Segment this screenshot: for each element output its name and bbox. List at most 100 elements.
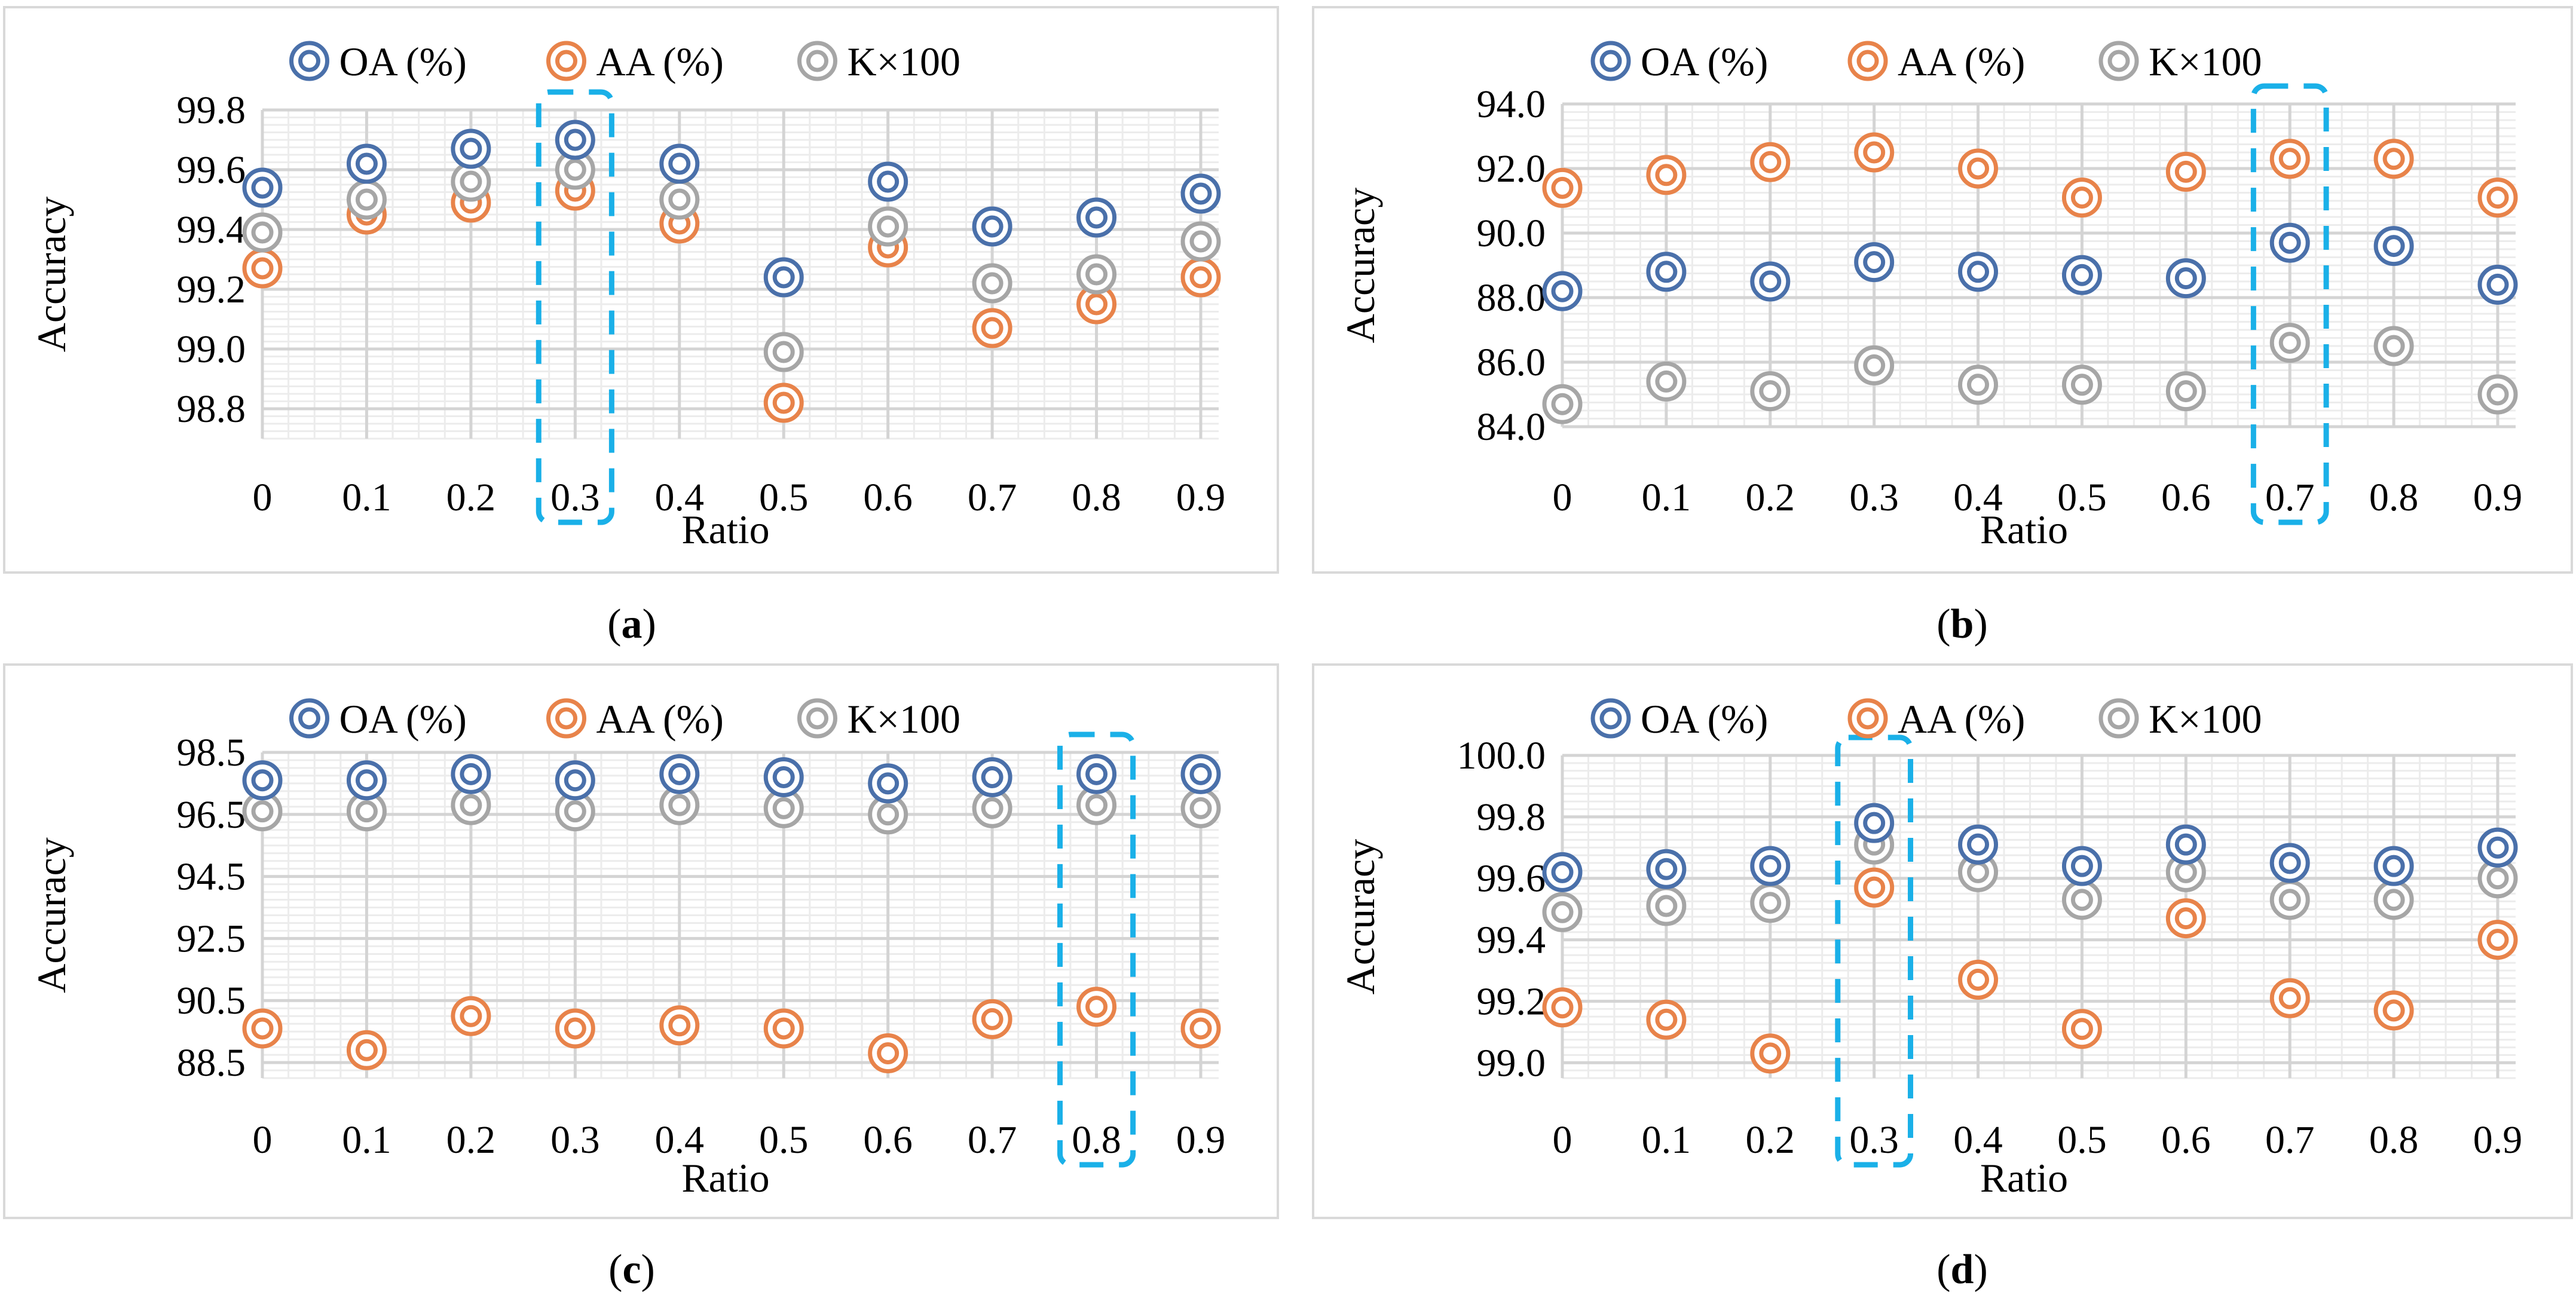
y-tick-label: 100.0 [1457, 734, 1546, 777]
point-oa [346, 760, 387, 801]
point-aa [1646, 999, 1687, 1040]
point-oa [1854, 242, 1895, 283]
x-tick-label: 0.3 [550, 476, 600, 519]
legend-marker-k [2098, 41, 2139, 81]
point-oa [1750, 846, 1791, 886]
x-tick-label: 0.5 [2057, 1118, 2107, 1162]
point-k [763, 332, 804, 372]
y-tick-label: 88.5 [177, 1041, 246, 1085]
legend-marker-k [797, 698, 837, 739]
point-k [1646, 361, 1687, 402]
legend-label-k: K×100 [2149, 696, 2262, 742]
series-oa [242, 120, 1221, 298]
legend: OA (%) AA (%) K×100 [1590, 39, 2262, 84]
x-tick-label: 0.6 [863, 476, 913, 519]
point-aa [2373, 990, 2414, 1031]
point-aa [242, 248, 283, 289]
point-oa [1076, 754, 1117, 794]
point-k [346, 179, 387, 220]
y-tick-label: 90.0 [1477, 212, 1546, 255]
x-tick-label: 0.5 [759, 1118, 809, 1162]
x-tick-label: 0.1 [342, 1118, 391, 1162]
y-tick-label: 99.6 [1477, 857, 1546, 901]
point-k [972, 788, 1012, 828]
x-axis-title: Ratio [681, 507, 769, 552]
point-oa [242, 760, 283, 801]
point-k [2165, 371, 2206, 412]
point-oa [2061, 255, 2102, 295]
point-aa [1076, 987, 1117, 1027]
point-aa [1854, 867, 1895, 908]
point-oa [659, 754, 700, 794]
legend-marker-oa [289, 698, 329, 739]
legend-label-oa: OA (%) [1641, 696, 1768, 742]
y-tick-label: 86.0 [1477, 341, 1546, 384]
x-tick-label: 0.9 [1176, 476, 1226, 519]
y-tick-label: 99.0 [1477, 1041, 1546, 1085]
point-aa [868, 1033, 908, 1073]
x-tick-label: 0.4 [1953, 476, 2003, 519]
series-k [1542, 323, 2518, 424]
point-oa [1180, 754, 1221, 794]
y-tick-label: 99.6 [177, 148, 246, 192]
point-aa [1646, 155, 1687, 195]
caption-d: (d) [1936, 1247, 1988, 1293]
legend-label-k: K×100 [2149, 39, 2262, 84]
series-oa [242, 754, 1221, 804]
point-aa [659, 1005, 700, 1046]
x-tick-label: 0.1 [1642, 476, 1691, 519]
point-k [1958, 365, 1999, 405]
y-tick-label: 99.4 [1477, 919, 1546, 962]
x-tick-label: 0.9 [1176, 1118, 1226, 1162]
point-aa [1750, 142, 1791, 182]
point-k [1750, 371, 1791, 412]
point-oa [1646, 849, 1687, 889]
x-tick-label: 0.3 [1849, 1118, 1899, 1162]
point-aa [763, 382, 804, 423]
x-tick-label: 0.2 [446, 1118, 496, 1162]
point-aa [2165, 151, 2206, 192]
point-aa [2165, 898, 2206, 939]
point-oa [1854, 803, 1895, 843]
point-aa [346, 1030, 387, 1070]
point-k [1542, 892, 1583, 932]
point-oa [972, 757, 1012, 798]
x-tick-label: 0.1 [342, 476, 391, 519]
y-tick-label: 99.8 [177, 88, 246, 132]
legend: OA (%) AA (%) K×100 [289, 39, 960, 84]
point-aa [1542, 987, 1583, 1028]
point-oa [2477, 264, 2518, 305]
x-tick-label: 0.8 [2369, 476, 2419, 519]
legend-label-aa: AA (%) [1898, 696, 2025, 742]
legend-marker-aa [1847, 698, 1888, 739]
point-aa [2373, 139, 2414, 179]
y-axis-title: Accuracy [29, 197, 74, 352]
point-k [868, 206, 908, 247]
x-tick-label: 0.7 [2265, 476, 2315, 519]
highlight-box [1057, 731, 1136, 1168]
x-tick-label: 0.7 [2265, 1118, 2315, 1162]
y-tick-label: 90.5 [177, 979, 246, 1023]
point-aa [763, 1008, 804, 1049]
point-oa [1180, 173, 1221, 214]
point-aa [555, 1008, 595, 1049]
x-axis-title: Ratio [681, 1155, 769, 1201]
point-k [2269, 323, 2310, 363]
x-tick-label: 0.8 [1072, 1118, 1121, 1162]
point-k [1854, 345, 1895, 385]
point-k [2373, 326, 2414, 366]
point-oa [1958, 824, 1999, 865]
point-aa [1180, 257, 1221, 298]
x-tick-label: 0 [253, 1118, 273, 1162]
legend-label-oa: OA (%) [339, 696, 467, 742]
y-axis-title: Accuracy [1338, 839, 1383, 994]
point-oa [972, 206, 1012, 247]
highlight-box [536, 89, 614, 525]
legend-marker-aa [1847, 41, 1888, 81]
x-tick-label: 0.6 [863, 1118, 913, 1162]
point-oa [1076, 197, 1117, 238]
point-k [1076, 254, 1117, 295]
x-tick-label: 0 [1553, 1118, 1572, 1162]
point-oa [2373, 846, 2414, 886]
point-aa [2061, 177, 2102, 218]
